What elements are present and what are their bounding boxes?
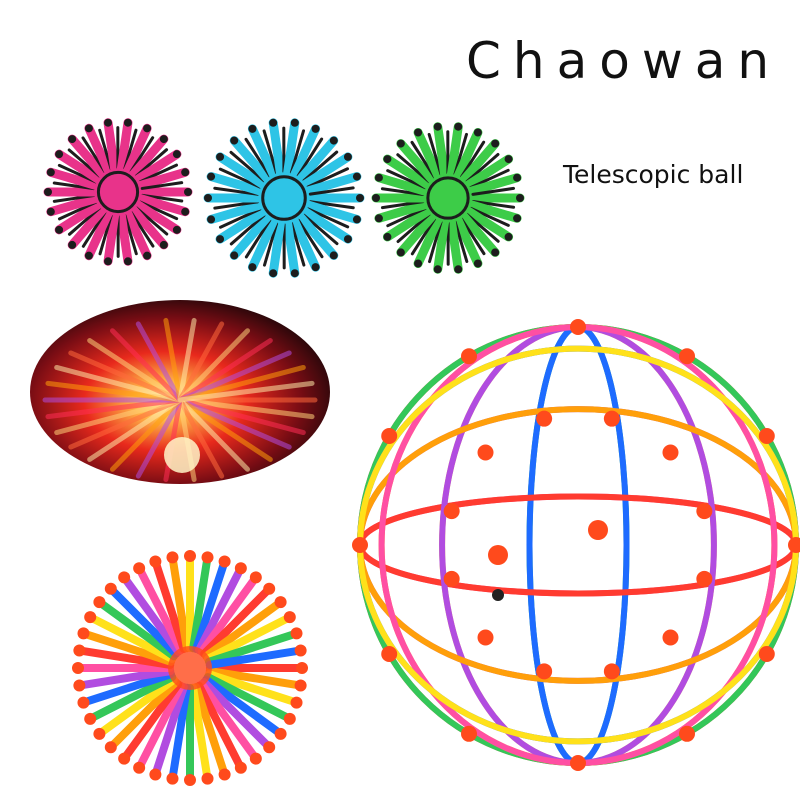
- brand-title: Chaowan: [466, 32, 782, 90]
- green-ball-image: [371, 122, 525, 274]
- pink-ball-image: [43, 118, 193, 266]
- small-rainbow-ball-image: [72, 550, 308, 786]
- glowing-ball-image: [30, 300, 330, 484]
- cyan-ball-image: [203, 118, 365, 278]
- product-subtitle: Telescopic ball: [563, 160, 744, 189]
- expanded-rainbow-ball-image: [352, 319, 800, 771]
